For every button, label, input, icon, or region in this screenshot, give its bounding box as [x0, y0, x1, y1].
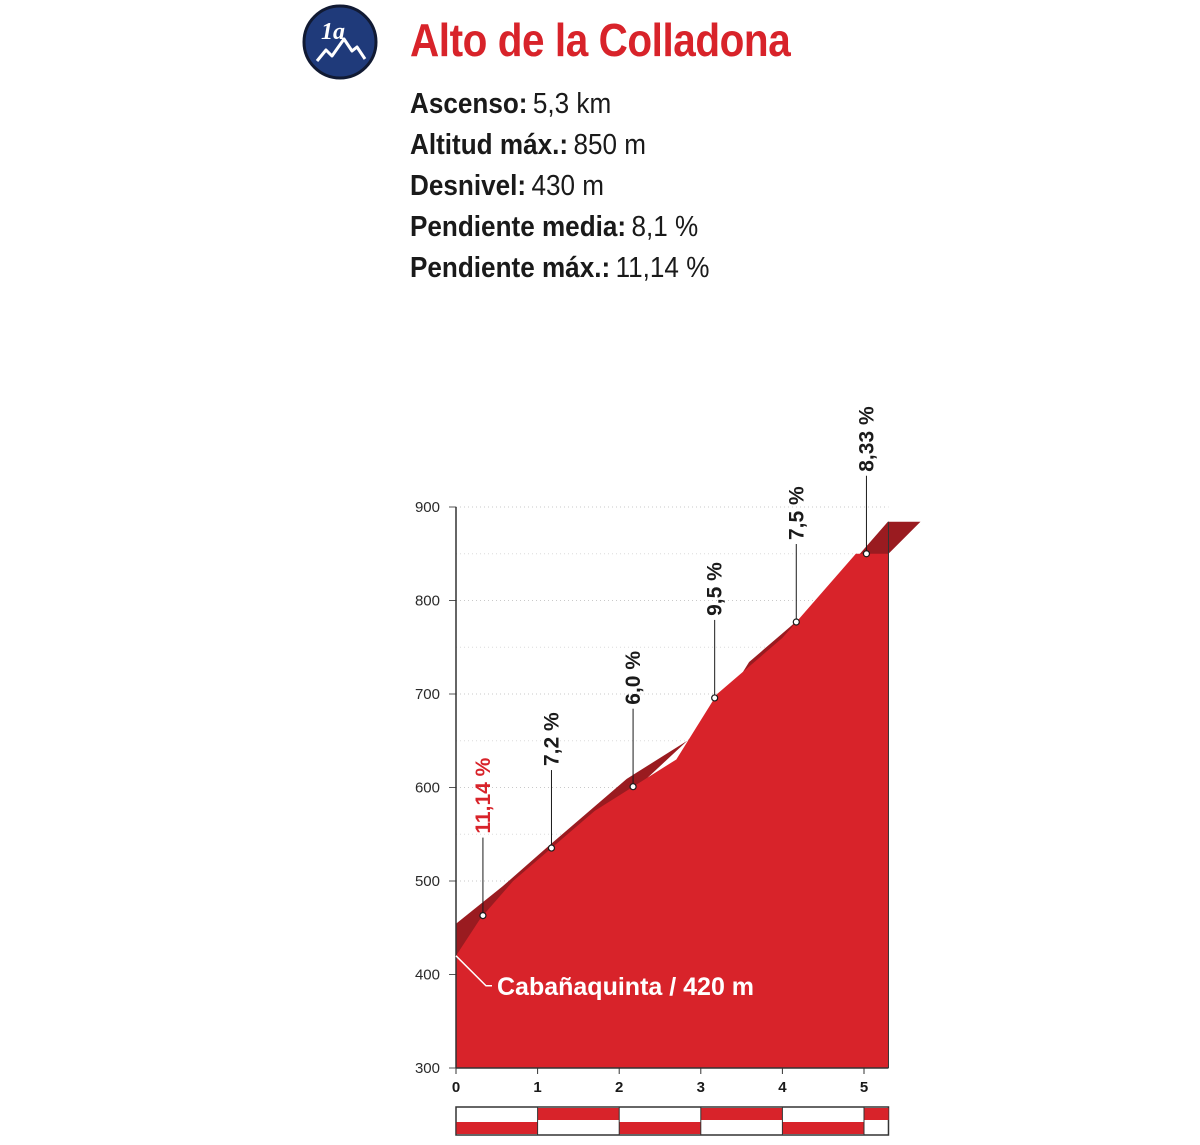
gradient-label: 6,0 % [622, 651, 645, 705]
stat-value: 5,3 km [532, 88, 612, 120]
stat-value: 850 m [573, 129, 647, 161]
km-scale-segment [619, 1122, 701, 1134]
gradient-label: 7,5 % [785, 486, 808, 540]
stat-row: Altitud máx.: 850 m [410, 125, 709, 166]
stat-row: Pendiente media: 8,1 % [410, 207, 709, 248]
stat-label: Ascenso: [410, 88, 528, 120]
profile-area [456, 553, 889, 1068]
km-scale-segment [700, 1108, 783, 1120]
km-scale-segment [864, 1108, 889, 1120]
stat-value: 8,1 % [631, 211, 699, 243]
y-tick-label: 600 [415, 780, 440, 797]
area-layer [456, 521, 921, 1068]
stat-label: Desnivel: [410, 170, 527, 202]
y-tick-label: 900 [415, 499, 440, 516]
stat-label: Altitud máx.: [410, 129, 569, 161]
climb-stats: Ascenso: 5,3 km Altitud máx.: 850 m Desniv… [410, 84, 743, 289]
x-tick-label: 5 [860, 1079, 868, 1096]
x-tick-label: 4 [778, 1079, 787, 1096]
gradient-point [629, 783, 637, 791]
start-leader-line [455, 955, 492, 987]
y-tick-label: 800 [415, 593, 440, 610]
axis-layer: 300 400 500 600 700 800 900 0 1 2 3 4 5 [415, 499, 890, 1136]
x-tick-label: 3 [697, 1079, 705, 1096]
y-tick-label: 400 [415, 967, 440, 984]
gradient-label: 7,2 % [540, 712, 563, 766]
gradient-label: 8,33 % [855, 406, 878, 472]
stat-value: 430 m [531, 170, 605, 202]
stat-row: Ascenso: 5,3 km [410, 84, 709, 125]
label-layer: Cabañaquinta / 420 m 11,14 % 7,2 % 6,0 % 9,5… [455, 406, 878, 1001]
gradient-point [479, 911, 487, 920]
y-tick-label: 300 [415, 1060, 440, 1077]
x-tick-label: 1 [533, 1079, 541, 1096]
km-scale-segment [782, 1122, 864, 1134]
km-scale-segment [537, 1108, 620, 1120]
start-label: Cabañaquinta / 420 m [497, 973, 754, 1001]
climb-title: Alto de la Colladona [410, 14, 791, 66]
stat-label: Pendiente máx.: [410, 252, 611, 284]
gradient-point [547, 844, 556, 852]
y-tick-label: 700 [415, 686, 440, 703]
gradient-label: 9,5 % [704, 562, 727, 616]
gradient-point [862, 550, 871, 558]
category-badge: 1a [302, 4, 378, 80]
mountain-icon [315, 37, 367, 62]
stat-row: Pendiente máx.: 11,14 % [410, 248, 709, 289]
gradient-label: 11,14 % [472, 757, 495, 833]
y-tick-label: 500 [415, 873, 440, 890]
stat-label: Pendiente media: [410, 211, 627, 243]
stat-value: 11,14 % [615, 252, 710, 284]
stat-row: Desnivel: 430 m [410, 166, 709, 207]
gradient-point [792, 618, 800, 626]
badge-circle [302, 4, 378, 80]
x-tick-label: 2 [615, 1079, 623, 1096]
x-tick-label: 0 [452, 1079, 460, 1096]
km-scale-segment [456, 1122, 538, 1134]
gradient-point [711, 694, 719, 702]
